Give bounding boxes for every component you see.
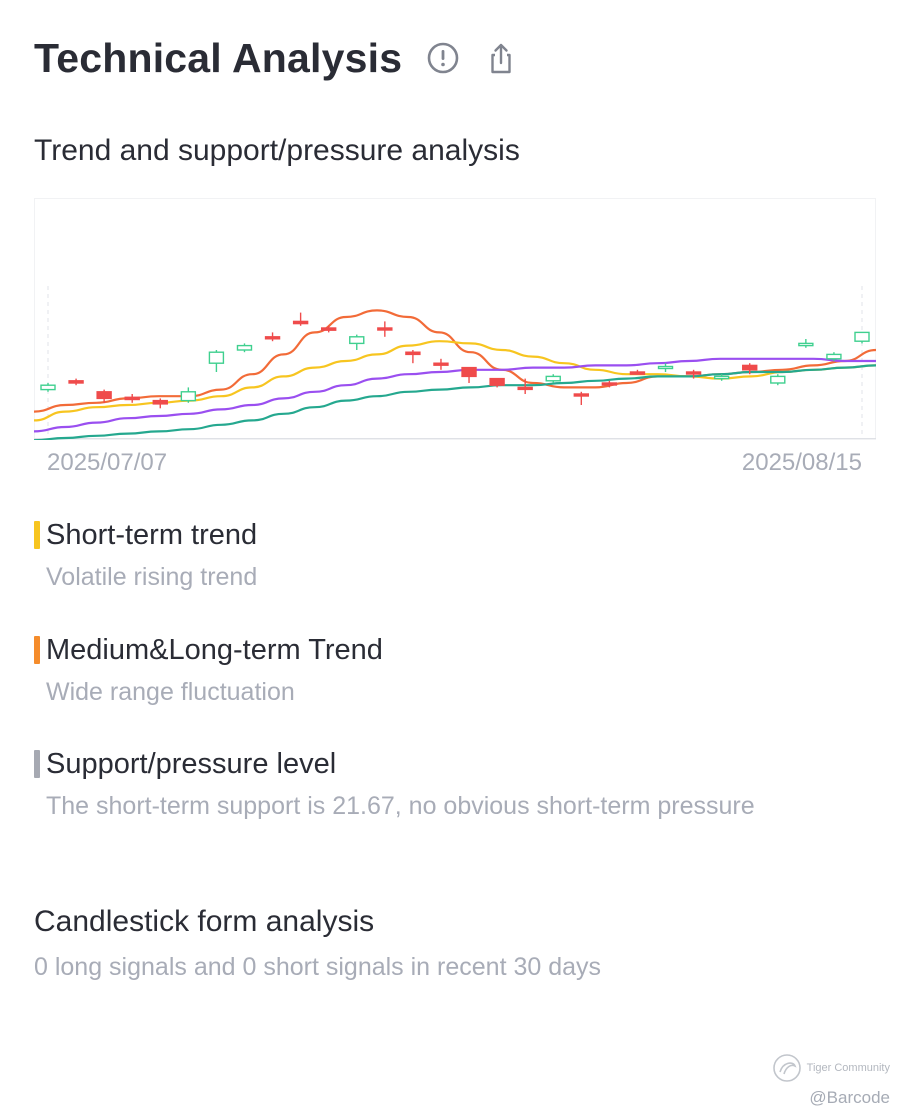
- short-term-trend: Short-term trend Volatile rising trend: [34, 517, 257, 592]
- header: Technical Analysis: [34, 30, 518, 86]
- ma-line-3: [34, 357, 876, 433]
- candle-body-24: [685, 371, 702, 375]
- candle-body-20: [573, 393, 590, 397]
- candlestick-chart: [34, 198, 876, 440]
- candlestick-section-desc: 0 long signals and 0 short signals in re…: [34, 953, 602, 981]
- support-pressure-label: Support/pressure level: [46, 747, 337, 780]
- support-pressure-level: Support/pressure level The short-term su…: [34, 746, 755, 821]
- short-term-label: Short-term trend: [46, 518, 258, 551]
- candle-body-13: [377, 327, 393, 331]
- watermark-brand: Tiger Community: [806, 1062, 890, 1074]
- page-title: Technical Analysis: [34, 34, 403, 81]
- ma-line-1: [34, 309, 876, 413]
- short-term-color-bar: [34, 521, 40, 549]
- medium-long-term-color-bar: [34, 636, 40, 664]
- candle-body-10: [292, 320, 309, 325]
- candle-body-1: [40, 384, 56, 391]
- candle-body-5: [152, 399, 168, 405]
- candle-body-17: [489, 377, 505, 386]
- short-term-desc: Volatile rising trend: [46, 563, 258, 591]
- x-end-label: 2025/08/15: [741, 449, 862, 476]
- candle-body-4: [124, 396, 140, 401]
- candle-body-22: [629, 371, 646, 375]
- candle-body-29: [826, 353, 842, 360]
- candle-body-2: [68, 380, 84, 384]
- candle-body-12: [349, 336, 365, 345]
- trend-section-title: Trend and support/pressure analysis: [34, 134, 520, 167]
- support-pressure-color-bar: [34, 750, 40, 778]
- medium-long-term-trend: Medium&Long-term Trend Wide range fluctu…: [34, 632, 383, 707]
- candle-body-23: [657, 365, 674, 370]
- candle-body-28: [798, 342, 814, 347]
- candle-body-15: [433, 362, 449, 366]
- candle-body-21: [601, 382, 618, 386]
- ma-line-4: [34, 364, 876, 440]
- watermark-user: @Barcode: [809, 1088, 890, 1107]
- candle-body-25: [713, 375, 730, 380]
- candle-body-16: [461, 366, 477, 378]
- candle-body-8: [236, 344, 253, 351]
- watermark: Tiger Community: [771, 1052, 890, 1084]
- candle-body-26: [742, 364, 758, 371]
- candle-body-9: [264, 336, 281, 340]
- candle-body-27: [770, 375, 786, 384]
- share-icon[interactable]: [484, 41, 518, 75]
- candle-body-19: [545, 375, 561, 382]
- medium-long-term-label: Medium&Long-term Trend: [46, 633, 383, 666]
- ma-line-2: [34, 340, 876, 422]
- candle-body-6: [180, 391, 197, 402]
- support-pressure-desc: The short-term support is 21.67, no obvi…: [46, 792, 755, 820]
- tiger-logo-icon: [772, 1054, 801, 1082]
- info-circle-icon[interactable]: [426, 41, 460, 75]
- candle-body-7: [208, 351, 225, 364]
- candle-body-30: [854, 331, 870, 342]
- candle-body-18: [517, 386, 533, 391]
- candle-body-11: [320, 327, 337, 331]
- candlestick-section-title: Candlestick form analysis: [34, 905, 375, 938]
- candle-body-14: [405, 351, 421, 356]
- medium-long-term-desc: Wide range fluctuation: [46, 678, 295, 706]
- candle-body-3: [96, 391, 112, 400]
- x-start-label: 2025/07/07: [47, 449, 168, 476]
- chart-frame: [34, 198, 876, 440]
